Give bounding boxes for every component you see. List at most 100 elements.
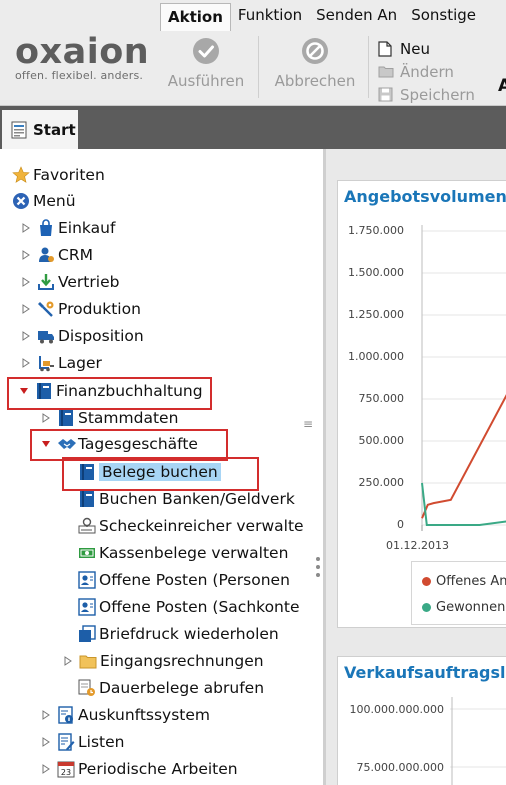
expand-arrow-icon[interactable] (20, 357, 32, 369)
cancel-label: Abbrechen (274, 72, 356, 90)
start-page-icon (11, 121, 27, 139)
star-icon (12, 166, 30, 184)
tab-senden-an[interactable]: Senden An (316, 6, 398, 24)
new-document-icon (378, 40, 392, 57)
splitter[interactable] (323, 149, 326, 785)
tree-item-menu[interactable]: Menü (12, 189, 76, 213)
panel-resize-grip-icon[interactable] (316, 557, 320, 581)
start-tab-label: Start (33, 120, 76, 139)
tree-label: Produktion (58, 300, 141, 318)
highlight-frame (30, 429, 228, 461)
folder-icon (79, 652, 97, 670)
logo-tagline: offen. flexibel. anders. (15, 69, 144, 82)
ledger-book-icon (78, 490, 96, 508)
legend-swatch (422, 577, 431, 586)
navigator-tree: Favoriten Menü Einkauf CRM Vertrieb P (0, 149, 323, 785)
tab-sonstige[interactable]: Sonstige (411, 6, 477, 24)
expand-arrow-icon[interactable] (40, 763, 52, 775)
cheque-stamp-icon (78, 517, 96, 535)
tree-item-auskunftssystem[interactable]: Auskunftssystem (40, 703, 210, 727)
change-button[interactable]: Ändern (378, 60, 475, 83)
svg-text:23: 23 (61, 768, 71, 777)
execute-button[interactable]: Ausführen (165, 38, 247, 90)
tree-item-belege-buchen[interactable]: Belege buchen (78, 460, 221, 484)
forklift-icon (37, 354, 55, 372)
tree-item-crm[interactable]: CRM (20, 243, 93, 267)
download-tray-icon (37, 273, 55, 291)
cancel-icon (302, 38, 328, 64)
tree-item-offene-posten-personen[interactable]: Offene Posten (Personen (78, 568, 290, 592)
ribbon-tabs: Aktion Funktion Senden An Sonstige (160, 0, 483, 31)
tree-item-offene-posten-sachkonten[interactable]: Offene Posten (Sachkonte (78, 595, 300, 619)
tree-label: Stammdaten (78, 409, 179, 427)
y-tick-label: 1.250.000 (348, 308, 404, 321)
check-icon (193, 38, 219, 64)
menu-icon[interactable]: ≡ (303, 417, 314, 431)
tab-start[interactable]: Start (2, 110, 78, 149)
expand-arrow-icon[interactable] (20, 222, 32, 234)
oxaion-logo: oxaion offen. flexibel. anders. (15, 33, 149, 82)
tree-item-finanzbuchhaltung[interactable]: Finanzbuchhaltung (18, 379, 203, 403)
angebotsvolumen-chart (421, 225, 506, 531)
verkaufsauftraege-chart (450, 697, 506, 785)
tree-item-briefdruck[interactable]: Briefdruck wiederholen (78, 622, 279, 646)
info-document-icon (57, 706, 75, 724)
legend-item: Offenes Ang (422, 574, 506, 589)
collapse-arrow-icon[interactable] (18, 385, 30, 397)
expand-arrow-icon[interactable] (40, 709, 52, 721)
tree-label: Disposition (58, 327, 144, 345)
collapse-arrow-icon[interactable] (40, 438, 52, 450)
record-buttons: Neu Ändern Speichern (378, 37, 475, 105)
tree-label: Lager (58, 354, 102, 372)
tree-item-kassenbelege[interactable]: Kassenbelege verwalten (78, 541, 288, 565)
save-button[interactable]: Speichern (378, 83, 475, 105)
legend-label: Offenes Ang (436, 574, 506, 589)
tab-aktion[interactable]: Aktion (160, 3, 231, 31)
expand-arrow-icon[interactable] (40, 412, 52, 424)
tree-item-favorites[interactable]: Favoriten (12, 163, 105, 187)
legend-swatch (422, 603, 431, 612)
truck-icon (37, 327, 55, 345)
tab-funktion[interactable]: Funktion (237, 6, 303, 24)
tree-label: Finanzbuchhaltung (56, 382, 203, 400)
tree-item-listen[interactable]: Listen (40, 730, 124, 754)
tree-item-einkauf[interactable]: Einkauf (20, 216, 115, 240)
tools-icon (37, 300, 55, 318)
tree-item-periodische-arbeiten[interactable]: 23 Periodische Arbeiten (40, 757, 238, 781)
tree-label: CRM (58, 246, 93, 264)
expand-arrow-icon[interactable] (20, 249, 32, 261)
tree-item-dauerbelege[interactable]: Dauerbelege abrufen (78, 676, 264, 700)
tree-item-eingangsrechnungen[interactable]: Eingangsrechnungen (62, 649, 264, 673)
tree-label: Buchen Banken/Geldverk (99, 490, 295, 508)
y-tick-label: 1.750.000 (348, 224, 404, 237)
new-label: Neu (400, 39, 430, 58)
contacts-icon (37, 246, 55, 264)
series-line (421, 394, 506, 519)
expand-arrow-icon[interactable] (20, 303, 32, 315)
tree-item-stammdaten[interactable]: Stammdaten (40, 406, 178, 430)
expand-arrow-icon[interactable] (62, 655, 74, 667)
tree-item-vertrieb[interactable]: Vertrieb (20, 270, 119, 294)
tree-item-buchen-banken[interactable]: Buchen Banken/Geldverk (78, 487, 295, 511)
y-tick-label: 0 (397, 518, 404, 531)
y-tick-label: 500.000 (358, 434, 405, 447)
y-tick-label: 1.500.000 (348, 266, 404, 279)
tree-item-lager[interactable]: Lager (20, 351, 102, 375)
logo-word: oxaion (15, 32, 150, 72)
cash-note-icon (78, 544, 96, 562)
expand-arrow-icon[interactable] (20, 276, 32, 288)
tree-label: Vertrieb (58, 273, 120, 291)
tree-item-disposition[interactable]: Disposition (20, 324, 144, 348)
calendar-icon: 23 (57, 760, 75, 778)
highlight-frame (7, 377, 212, 410)
tree-label: Listen (78, 733, 125, 751)
tree-item-tagesgeschaefte[interactable]: Tagesgeschäfte (40, 432, 198, 456)
cancel-button[interactable]: Abbrechen (270, 38, 360, 90)
y-tick-label: 100.000.000.000 (349, 703, 444, 716)
expand-arrow-icon[interactable] (40, 736, 52, 748)
tree-item-produktion[interactable]: Produktion (20, 297, 141, 321)
tree-label: Scheckeinreicher verwalte (99, 517, 304, 535)
expand-arrow-icon[interactable] (20, 330, 32, 342)
new-button[interactable]: Neu (378, 37, 475, 60)
tree-item-scheckeinreicher[interactable]: Scheckeinreicher verwalte (78, 514, 304, 538)
